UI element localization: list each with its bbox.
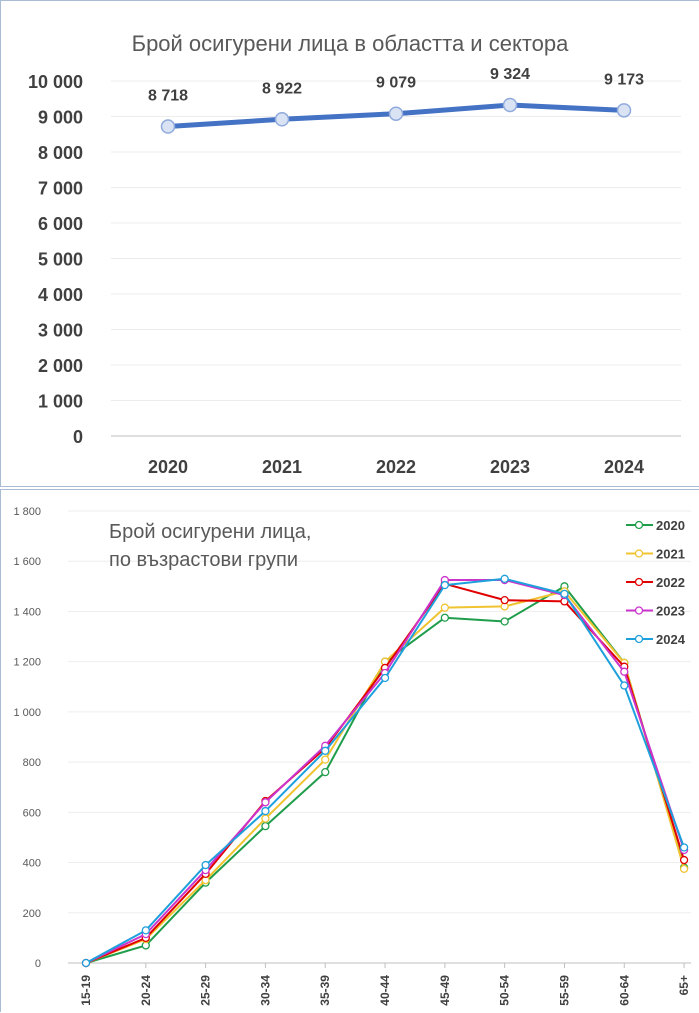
y-tick-label: 1 400 xyxy=(13,606,41,618)
y-tick-label: 6 000 xyxy=(38,214,83,234)
legend-label-2020: 2020 xyxy=(656,518,685,533)
chart-title-line: Брой осигурени лица, xyxy=(109,521,311,543)
y-tick-label: 1 000 xyxy=(38,392,83,412)
age-group-chart-panel: 0 200 400 600 800 1 000 1 200 1 400 1 600 1 800 15… xyxy=(0,489,699,1012)
legend-label-2024: 2024 xyxy=(656,632,686,647)
data-point-2021 xyxy=(440,603,449,612)
legend-marker-2022 xyxy=(634,577,644,587)
data-point xyxy=(616,103,632,118)
x-tick-label: 30-34 xyxy=(258,975,272,1006)
data-point-2021 xyxy=(261,814,270,823)
data-point-2024 xyxy=(321,746,330,755)
chart-title-line: по възрастови групи xyxy=(109,549,298,571)
y-tick-label: 9 000 xyxy=(38,108,83,128)
legend-label-2022: 2022 xyxy=(656,575,685,590)
data-label: 8 718 xyxy=(148,88,188,105)
data-point-2023 xyxy=(620,667,629,676)
data-point-2020 xyxy=(500,617,509,626)
legend-marker-2023 xyxy=(634,606,644,615)
x-tick-label: 2024 xyxy=(604,457,644,477)
y-tick-label: 200 xyxy=(23,908,41,920)
x-tick-label: 2023 xyxy=(490,457,530,477)
x-tick-label: 60-64 xyxy=(617,975,631,1006)
data-point-2022 xyxy=(500,595,509,605)
age-group-line-chart: 0 200 400 600 800 1 000 1 200 1 400 1 600 1 800 15… xyxy=(13,506,691,1006)
y-tick-label: 4 000 xyxy=(38,285,83,305)
legend-marker-2024 xyxy=(634,634,644,644)
data-point-2024 xyxy=(261,806,270,816)
x-tick-label: 2021 xyxy=(262,457,302,477)
x-tick-label: 65+ xyxy=(677,975,691,995)
legend-label-2021: 2021 xyxy=(656,547,685,562)
y-tick-label: 5 000 xyxy=(38,250,83,270)
data-point-2021 xyxy=(679,864,689,873)
data-point xyxy=(388,106,404,121)
y-tick-label: 0 xyxy=(35,958,41,970)
y-tick-label: 0 xyxy=(73,427,83,447)
y-tick-label: 600 xyxy=(23,807,41,819)
total-insured-line-chart: Брой осигурени лица в областта и сектора… xyxy=(28,31,681,477)
data-point-2020 xyxy=(440,613,449,622)
data-point-2024 xyxy=(679,843,689,852)
x-tick-label: 2022 xyxy=(376,457,416,477)
y-tick-label: 1 000 xyxy=(13,707,41,719)
data-point xyxy=(502,97,518,113)
y-tick-label: 400 xyxy=(23,858,41,870)
y-tick-label: 2 000 xyxy=(38,356,83,376)
y-tick-label: 1 800 xyxy=(13,506,41,518)
data-label: 9 079 xyxy=(376,75,416,92)
total-insured-chart-panel: Брой осигурени лица в областта и сектора… xyxy=(0,0,699,487)
y-tick-label: 1 200 xyxy=(13,657,41,669)
data-point-2024 xyxy=(500,574,509,583)
data-point-2020 xyxy=(321,768,330,777)
data-point-2024 xyxy=(620,681,629,690)
legend-label-2023: 2023 xyxy=(656,604,685,619)
data-point xyxy=(274,112,290,127)
data-point-2024 xyxy=(81,958,91,968)
x-tick-label: 55-59 xyxy=(557,975,571,1006)
data-point-2023 xyxy=(261,798,270,807)
y-tick-label: 3 000 xyxy=(38,321,83,341)
x-tick-label: 50-54 xyxy=(498,975,512,1006)
y-tick-label: 7 000 xyxy=(38,179,83,199)
x-tick-label: 45-49 xyxy=(438,975,452,1006)
data-label: 8 922 xyxy=(262,80,302,97)
legend-marker-2021 xyxy=(634,549,644,558)
data-label: 9 173 xyxy=(604,71,644,88)
data-point-2024 xyxy=(560,589,569,599)
data-point-2021 xyxy=(321,755,330,764)
y-tick-label: 1 600 xyxy=(13,556,41,568)
y-tick-label: 8 000 xyxy=(38,143,83,163)
x-tick-label: 20-24 xyxy=(139,975,153,1006)
data-point-2020 xyxy=(261,821,270,831)
data-point xyxy=(160,119,176,134)
x-tick-label: 15-19 xyxy=(79,975,93,1006)
y-tick-label: 800 xyxy=(23,757,41,769)
data-point-2024 xyxy=(141,926,150,935)
x-tick-label: 40-44 xyxy=(378,975,392,1006)
x-tick-label: 35-39 xyxy=(318,975,332,1006)
y-tick-label: 10 000 xyxy=(28,72,83,92)
data-point-2024 xyxy=(380,673,390,683)
data-label: 9 324 xyxy=(490,66,530,83)
x-tick-label: 2020 xyxy=(148,457,188,477)
legend-marker-2020 xyxy=(634,520,644,530)
data-point-2022 xyxy=(679,855,689,865)
chart-title: Брой осигурени лица в областта и сектора xyxy=(132,31,569,56)
data-point-2024 xyxy=(201,860,210,870)
data-point-2024 xyxy=(440,580,449,590)
x-tick-label: 25-29 xyxy=(199,975,213,1006)
